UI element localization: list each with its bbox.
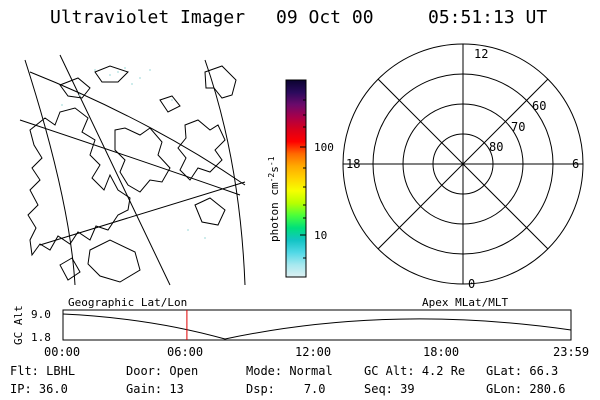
glat-field: GLat: 66.3 — [486, 364, 559, 378]
strip-x-tick: 00:00 — [44, 345, 80, 359]
observation-date: 09 Oct 00 — [276, 7, 374, 28]
longitude-line — [204, 59, 246, 286]
latitude-line — [19, 119, 241, 196]
mlt-label-18: 18 — [346, 157, 360, 171]
coastline — [114, 127, 171, 193]
coastline — [194, 197, 226, 226]
latitude-line — [39, 181, 246, 246]
colorbar-tick-label: 10 — [314, 229, 327, 242]
altitude-curve — [62, 313, 572, 340]
coastline — [94, 65, 129, 83]
lat-label-80: 80 — [489, 140, 503, 154]
app-title: Ultraviolet Imager — [50, 7, 246, 28]
dsp-field: Dsp: 7.0 — [246, 382, 326, 396]
seq-field: Seq: 39 — [364, 382, 415, 396]
coastline — [27, 107, 131, 257]
strip-y-bottom: 1.8 — [31, 331, 51, 344]
strip-x-tick: 06:00 — [167, 345, 203, 359]
strip-axis-label: GC Alt — [12, 305, 25, 345]
coastline — [59, 77, 91, 99]
colorbar-tick-label: 100 — [314, 141, 334, 154]
door-field: Door: Open — [126, 364, 199, 378]
strip-y-top: 9.0 — [31, 308, 51, 321]
ip-field: IP: 36.0 — [10, 382, 68, 396]
strip-x-tick: 18:00 — [423, 345, 459, 359]
strip-x-tick: 12:00 — [295, 345, 331, 359]
coastline — [87, 239, 141, 283]
mlt-label-0: 0 — [468, 277, 475, 291]
strip-frame — [62, 309, 572, 341]
coastline — [204, 65, 237, 99]
lat-label-60: 60 — [532, 99, 546, 113]
longitude-line — [24, 59, 76, 286]
latitude-line — [29, 71, 246, 186]
gcalt-field: GC Alt: 4.2 Re — [364, 364, 466, 378]
coastline — [59, 257, 81, 281]
lat-label-70: 70 — [511, 120, 525, 134]
mode-field: Mode: Normal — [246, 364, 333, 378]
gain-field: Gain: 13 — [126, 382, 184, 396]
strip-left-label: Geographic Lat/Lon — [68, 296, 187, 309]
colorbar-rect — [285, 79, 307, 278]
coastline — [159, 95, 181, 113]
strip-x-tick: 23:59 — [553, 345, 589, 359]
filter-field: Flt: LBHL — [10, 364, 76, 378]
observation-time: 05:51:13 UT — [428, 7, 548, 28]
polar-meridian — [377, 78, 549, 250]
strip-right-label: Apex MLat/MLT — [422, 296, 508, 309]
mlt-label-12: 12 — [474, 47, 488, 61]
mlt-label-6: 6 — [572, 157, 579, 171]
longitude-line — [59, 54, 171, 286]
glon-field: GLon: 280.6 — [486, 382, 566, 396]
coastline — [177, 119, 226, 181]
faint-emission-dots — [61, 67, 206, 239]
